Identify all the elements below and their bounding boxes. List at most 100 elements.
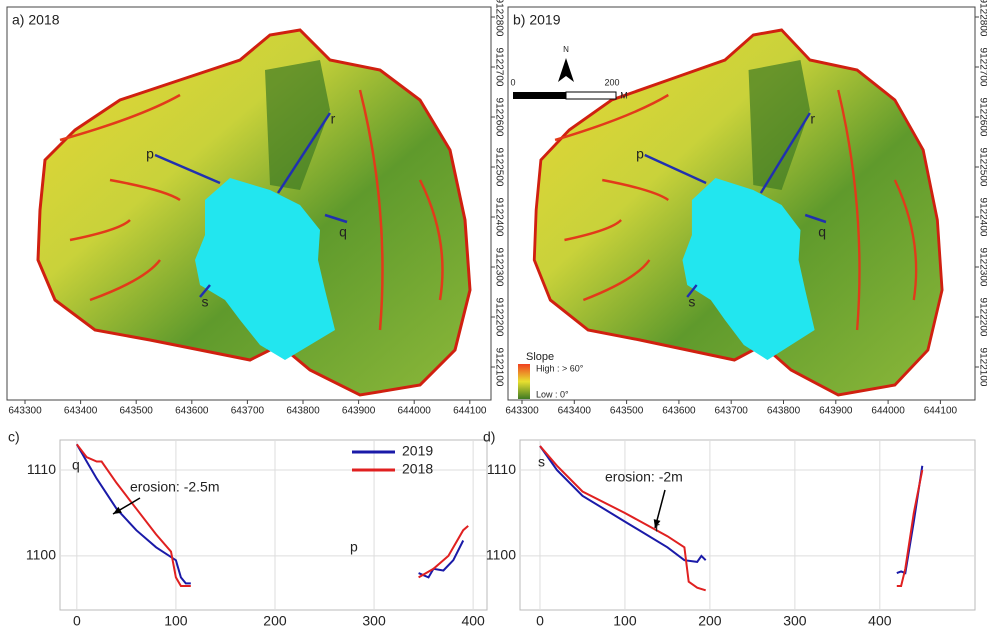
steep-slope (554, 93, 669, 142)
scale-bar (565, 91, 617, 100)
profile-label: r (331, 111, 336, 127)
steep-slope (602, 178, 669, 202)
y-tick-label: 9122200 (493, 298, 504, 337)
annotation: r (655, 519, 660, 535)
north-arrow (558, 58, 574, 82)
y-tick-label: 9122600 (493, 98, 504, 137)
arrow-head (653, 519, 661, 528)
panel-label: a) 2018 (12, 12, 60, 28)
profile-line (324, 213, 348, 224)
x-tick-label: 643500 (120, 406, 154, 417)
annotation: erosion: -2m (605, 469, 683, 485)
legend-swatch (518, 364, 530, 399)
x-tick-label: 643700 (231, 406, 265, 417)
north-label: N (563, 45, 569, 54)
steep-slope (89, 259, 161, 302)
x-tick-label: 100 (164, 613, 188, 629)
profile-label: s (202, 294, 209, 310)
dense-vegetation (265, 60, 330, 190)
x-tick-label: 643900 (342, 406, 376, 417)
profile-label: q (339, 224, 347, 240)
y-tick-label: 9122800 (493, 0, 504, 37)
legend-high: High : > 60° (536, 363, 584, 373)
x-tick-label: 643400 (558, 406, 592, 417)
y-tick-label: 9122100 (493, 348, 504, 387)
legend-low: Low : 0° (536, 389, 569, 399)
x-tick-label: 643900 (819, 406, 853, 417)
steep-slope (59, 93, 181, 142)
steep-slope (358, 89, 384, 331)
x-tick-label: 200 (263, 613, 287, 629)
profile-label: p (636, 146, 644, 162)
steep-slope (893, 179, 918, 301)
annotation: p (350, 539, 358, 555)
y-tick-label: 1100 (26, 547, 56, 563)
x-tick-label: 643500 (610, 406, 644, 417)
y-tick-label: 9122500 (977, 148, 987, 187)
x-tick-label: 0 (536, 613, 544, 629)
annotation: erosion: -2.5m (130, 479, 219, 495)
profile-label: s (688, 294, 695, 310)
steep-slope (837, 89, 861, 331)
x-tick-label: 644000 (398, 406, 432, 417)
plot-frame (519, 439, 976, 611)
legend-label: 2019 (402, 443, 433, 459)
x-tick-label: 643600 (175, 406, 209, 417)
steep-slope (582, 259, 651, 302)
annotation: s (538, 454, 545, 470)
profile-line (199, 284, 211, 298)
profile-label: r (810, 111, 815, 127)
steep-slope (418, 179, 444, 301)
x-tick-label: 643300 (8, 406, 42, 417)
profile-line (539, 445, 924, 592)
legend-title: Slope (526, 351, 554, 363)
x-tick-label: 400 (461, 613, 485, 629)
profile-line (644, 153, 707, 185)
y-tick-label: 9122500 (493, 148, 504, 187)
profile-line (686, 284, 698, 298)
map-layer (532, 28, 944, 397)
lake (195, 178, 335, 360)
lake (682, 178, 815, 360)
panel-label: c) (8, 429, 20, 445)
y-tick-label: 9122300 (493, 248, 504, 287)
profile-label: p (146, 146, 154, 162)
y-tick-label: 9122300 (977, 248, 987, 287)
x-tick-label: 300 (362, 613, 386, 629)
steep-slope (69, 219, 131, 242)
x-tick-label: 643700 (715, 406, 749, 417)
x-tick-label: 644000 (871, 406, 905, 417)
x-tick-label: 400 (868, 613, 892, 629)
x-tick-label: 644100 (453, 406, 487, 417)
panel-label: d) (483, 429, 495, 445)
x-tick-label: 100 (613, 613, 637, 629)
scale-label: M (620, 90, 628, 100)
x-tick-label: 0 (73, 613, 81, 629)
scale-label: 0 (510, 77, 515, 87)
y-tick-label: 1110 (487, 461, 516, 477)
x-tick-label: 300 (783, 613, 807, 629)
scale-bar (513, 92, 566, 99)
profile-label: q (818, 224, 826, 240)
y-tick-label: 9122400 (977, 198, 987, 237)
x-tick-label: 200 (698, 613, 722, 629)
y-tick-label: 9122800 (977, 0, 987, 37)
x-tick-label: 644100 (924, 406, 958, 417)
y-tick-label: 9122200 (977, 298, 987, 337)
x-tick-label: 643800 (767, 406, 801, 417)
panel-label: b) 2019 (513, 12, 561, 28)
profile-line (804, 213, 827, 224)
y-tick-label: 9122700 (493, 48, 504, 87)
y-tick-label: 1110 (27, 461, 56, 477)
y-tick-label: 9122700 (977, 48, 987, 87)
profile-line (76, 443, 469, 587)
y-tick-label: 9122600 (977, 98, 987, 137)
profile-line (75, 443, 465, 585)
scale-label: 200 (604, 77, 619, 87)
y-tick-label: 9122100 (977, 348, 987, 387)
x-tick-label: 643600 (662, 406, 696, 417)
y-tick-label: 1100 (486, 547, 516, 563)
x-tick-label: 643300 (505, 406, 539, 417)
x-tick-label: 643400 (64, 406, 98, 417)
